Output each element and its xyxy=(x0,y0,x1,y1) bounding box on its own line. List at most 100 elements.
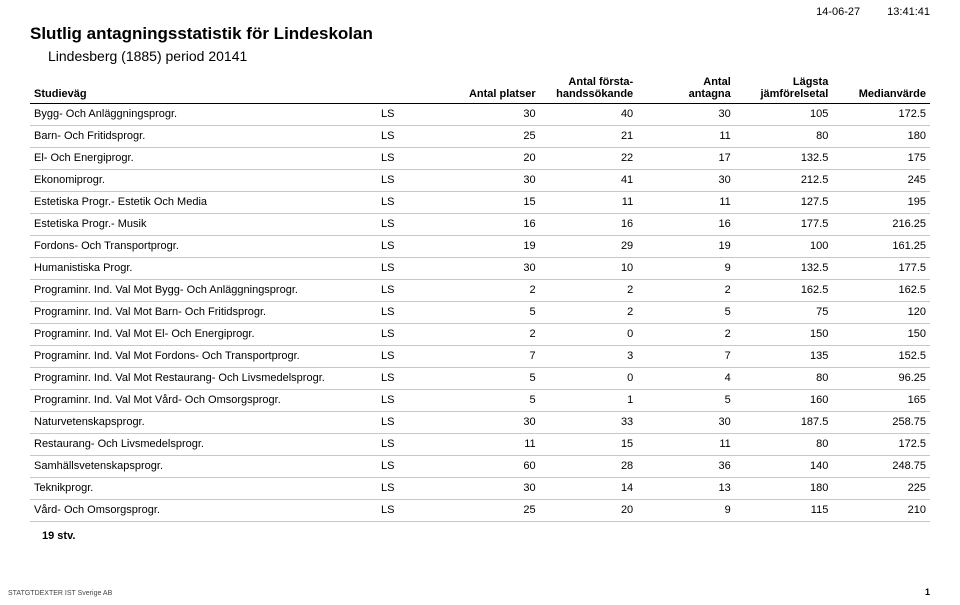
cell-platser: 2 xyxy=(442,280,540,302)
table-row: Vård- Och Omsorgsprogr.LS25209115210 xyxy=(30,500,930,522)
table-row: Estetiska Progr.- Estetik Och MediaLS151… xyxy=(30,192,930,214)
statistics-table: Studieväg Antal platser Antal första- ha… xyxy=(30,74,930,522)
cell-code: LS xyxy=(377,280,442,302)
cell-name: Barn- Och Fritidsprogr. xyxy=(30,126,377,148)
cell-name: El- Och Energiprogr. xyxy=(30,148,377,170)
cell-code: LS xyxy=(377,126,442,148)
cell-platser: 30 xyxy=(442,258,540,280)
cell-med: 180 xyxy=(832,126,930,148)
cell-sok: 28 xyxy=(540,456,638,478)
cell-ant: 11 xyxy=(637,434,735,456)
cell-sok: 22 xyxy=(540,148,638,170)
cell-code: LS xyxy=(377,324,442,346)
cell-med: 175 xyxy=(832,148,930,170)
cell-ant: 17 xyxy=(637,148,735,170)
cell-ant: 16 xyxy=(637,214,735,236)
cell-code: LS xyxy=(377,390,442,412)
table-row: Programinr. Ind. Val Mot El- Och Energip… xyxy=(30,324,930,346)
col-studievag: Studieväg xyxy=(30,74,377,104)
table-row: Estetiska Progr.- MusikLS161616177.5216.… xyxy=(30,214,930,236)
cell-med: 172.5 xyxy=(832,434,930,456)
cell-name: Estetiska Progr.- Musik xyxy=(30,214,377,236)
cell-code: LS xyxy=(377,456,442,478)
report-date: 14-06-27 xyxy=(816,6,860,18)
cell-lag: 132.5 xyxy=(735,258,833,280)
cell-platser: 30 xyxy=(442,170,540,192)
cell-sok: 29 xyxy=(540,236,638,258)
table-row: El- Och Energiprogr.LS202217132.5175 xyxy=(30,148,930,170)
cell-sok: 2 xyxy=(540,280,638,302)
table-row: Bygg- Och Anläggningsprogr.LS30403010517… xyxy=(30,104,930,126)
cell-platser: 20 xyxy=(442,148,540,170)
col-code xyxy=(377,74,442,104)
cell-platser: 19 xyxy=(442,236,540,258)
cell-platser: 25 xyxy=(442,500,540,522)
cell-code: LS xyxy=(377,258,442,280)
cell-platser: 5 xyxy=(442,390,540,412)
cell-name: Vård- Och Omsorgsprogr. xyxy=(30,500,377,522)
cell-platser: 16 xyxy=(442,214,540,236)
cell-lag: 177.5 xyxy=(735,214,833,236)
cell-lag: 187.5 xyxy=(735,412,833,434)
cell-platser: 30 xyxy=(442,104,540,126)
cell-name: Fordons- Och Transportprogr. xyxy=(30,236,377,258)
cell-code: LS xyxy=(377,500,442,522)
page-number: 1 xyxy=(925,587,930,597)
cell-sok: 3 xyxy=(540,346,638,368)
cell-ant: 5 xyxy=(637,302,735,324)
report-time: 13:41:41 xyxy=(887,6,930,18)
summary-count: 19 stv. xyxy=(42,530,930,542)
cell-name: Programinr. Ind. Val Mot Barn- Och Friti… xyxy=(30,302,377,324)
table-row: Programinr. Ind. Val Mot Fordons- Och Tr… xyxy=(30,346,930,368)
cell-code: LS xyxy=(377,346,442,368)
cell-ant: 11 xyxy=(637,126,735,148)
table-row: Programinr. Ind. Val Mot Barn- Och Friti… xyxy=(30,302,930,324)
col-lagsta: Lägsta jämförelsetal xyxy=(735,74,833,104)
col-median: Medianvärde xyxy=(832,74,930,104)
table-row: Samhällsvetenskapsprogr.LS602836140248.7… xyxy=(30,456,930,478)
cell-sok: 15 xyxy=(540,434,638,456)
col-antal-antagna: Antal antagna xyxy=(637,74,735,104)
cell-platser: 11 xyxy=(442,434,540,456)
cell-lag: 180 xyxy=(735,478,833,500)
cell-med: 162.5 xyxy=(832,280,930,302)
page-title: Slutlig antagningsstatistik för Lindesko… xyxy=(30,24,930,44)
cell-name: Programinr. Ind. Val Mot Bygg- Och Anläg… xyxy=(30,280,377,302)
cell-sok: 33 xyxy=(540,412,638,434)
cell-med: 216.25 xyxy=(832,214,930,236)
cell-sok: 41 xyxy=(540,170,638,192)
cell-code: LS xyxy=(377,302,442,324)
cell-platser: 15 xyxy=(442,192,540,214)
cell-ant: 36 xyxy=(637,456,735,478)
cell-ant: 4 xyxy=(637,368,735,390)
cell-sok: 0 xyxy=(540,368,638,390)
cell-name: Samhällsvetenskapsprogr. xyxy=(30,456,377,478)
cell-name: Bygg- Och Anläggningsprogr. xyxy=(30,104,377,126)
cell-med: 150 xyxy=(832,324,930,346)
cell-ant: 13 xyxy=(637,478,735,500)
cell-ant: 2 xyxy=(637,324,735,346)
cell-code: LS xyxy=(377,478,442,500)
cell-name: Teknikprogr. xyxy=(30,478,377,500)
cell-name: Estetiska Progr.- Estetik Och Media xyxy=(30,192,377,214)
cell-ant: 11 xyxy=(637,192,735,214)
cell-code: LS xyxy=(377,236,442,258)
table-row: Barn- Och Fritidsprogr.LS25211180180 xyxy=(30,126,930,148)
cell-sok: 20 xyxy=(540,500,638,522)
table-row: Humanistiska Progr.LS30109132.5177.5 xyxy=(30,258,930,280)
cell-lag: 115 xyxy=(735,500,833,522)
cell-med: 245 xyxy=(832,170,930,192)
cell-lag: 105 xyxy=(735,104,833,126)
cell-med: 152.5 xyxy=(832,346,930,368)
table-row: Ekonomiprogr.LS304130212.5245 xyxy=(30,170,930,192)
table-row: Restaurang- Och Livsmedelsprogr.LS111511… xyxy=(30,434,930,456)
col-antal-platser: Antal platser xyxy=(442,74,540,104)
cell-code: LS xyxy=(377,148,442,170)
cell-med: 165 xyxy=(832,390,930,412)
cell-ant: 5 xyxy=(637,390,735,412)
cell-platser: 7 xyxy=(442,346,540,368)
cell-name: Programinr. Ind. Val Mot Vård- Och Omsor… xyxy=(30,390,377,412)
cell-med: 195 xyxy=(832,192,930,214)
cell-ant: 9 xyxy=(637,500,735,522)
cell-sok: 0 xyxy=(540,324,638,346)
